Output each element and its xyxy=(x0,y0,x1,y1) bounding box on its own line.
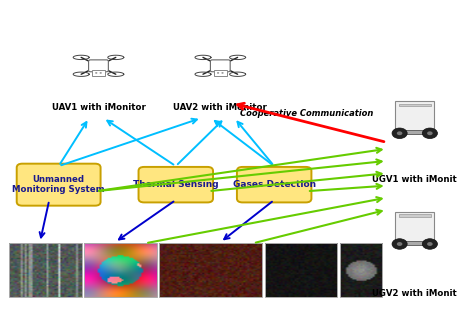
Ellipse shape xyxy=(397,131,402,135)
Bar xyxy=(399,104,431,106)
FancyBboxPatch shape xyxy=(237,167,311,202)
Bar xyxy=(395,130,435,134)
FancyBboxPatch shape xyxy=(138,167,213,202)
Bar xyxy=(9,243,82,297)
FancyBboxPatch shape xyxy=(214,70,227,76)
Circle shape xyxy=(95,72,97,74)
Text: UAV1 with iMonitor: UAV1 with iMonitor xyxy=(52,103,146,112)
Text: Thermal Sensing: Thermal Sensing xyxy=(133,180,219,189)
Text: UAV2 with iMonitor: UAV2 with iMonitor xyxy=(173,103,267,112)
FancyBboxPatch shape xyxy=(210,60,230,72)
Text: Unmanned
Monitoring System: Unmanned Monitoring System xyxy=(12,175,105,194)
Ellipse shape xyxy=(427,242,433,246)
Bar xyxy=(265,243,337,297)
Ellipse shape xyxy=(427,131,433,135)
Ellipse shape xyxy=(422,128,438,139)
Bar xyxy=(399,215,431,217)
Bar xyxy=(84,243,157,297)
Circle shape xyxy=(100,72,102,74)
Text: UGV1 with iMonit: UGV1 with iMonit xyxy=(373,175,457,184)
Ellipse shape xyxy=(397,242,402,246)
Text: Cooperative Communication: Cooperative Communication xyxy=(240,109,374,117)
Ellipse shape xyxy=(392,239,407,249)
Bar xyxy=(159,243,263,297)
FancyBboxPatch shape xyxy=(395,212,434,242)
Circle shape xyxy=(221,72,224,74)
FancyBboxPatch shape xyxy=(17,164,100,206)
Ellipse shape xyxy=(422,239,438,249)
Text: UGV2 with iMonit: UGV2 with iMonit xyxy=(373,289,457,298)
FancyBboxPatch shape xyxy=(395,101,434,131)
Ellipse shape xyxy=(392,128,407,139)
FancyBboxPatch shape xyxy=(92,70,105,76)
Bar xyxy=(340,243,382,297)
FancyBboxPatch shape xyxy=(89,60,109,72)
Circle shape xyxy=(217,72,219,74)
Bar xyxy=(395,241,435,245)
Text: Gases Detection: Gases Detection xyxy=(233,180,316,189)
